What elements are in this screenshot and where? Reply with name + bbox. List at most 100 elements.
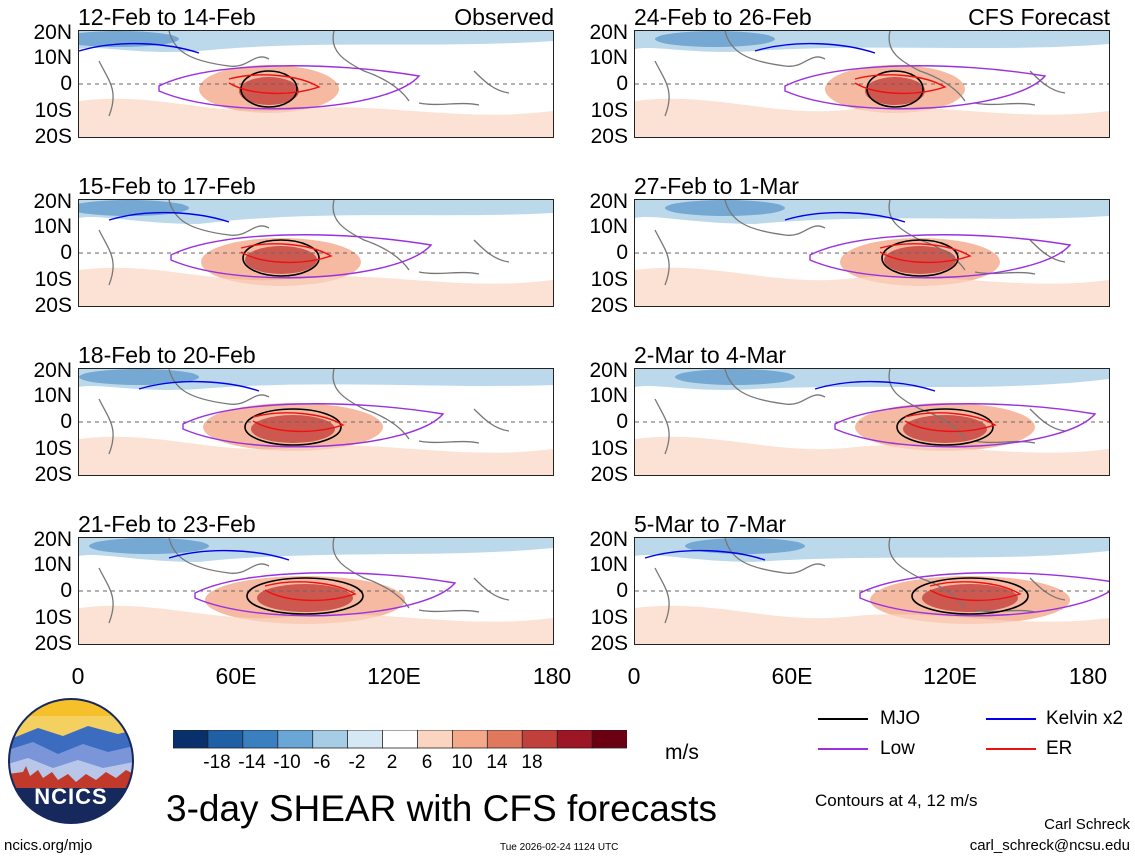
- legend-swatch: [986, 718, 1036, 720]
- kelvin-contour: [138, 380, 260, 392]
- lat-label: 0: [616, 241, 628, 264]
- low-frequency-contour: [859, 572, 1109, 617]
- map-panel: [634, 30, 1110, 138]
- legend-swatch: [986, 748, 1036, 750]
- figure-title: 3-day SHEAR with CFS forecasts: [166, 788, 718, 829]
- lat-label: 20N: [589, 190, 628, 213]
- shear-blue-core: [79, 369, 199, 385]
- colorbar-tick: -14: [238, 752, 266, 773]
- lat-label: 10N: [589, 553, 628, 576]
- colorbar-swatch: [521, 730, 559, 749]
- colorbar-tick: -2: [348, 752, 366, 773]
- shear-red-core: [239, 77, 299, 105]
- shear-light-red-band: [79, 436, 553, 475]
- shear-blue-core: [655, 31, 775, 47]
- low-frequency-contour: [194, 572, 457, 617]
- colorbar-tick: -6: [313, 752, 331, 773]
- colorbar-units: m/s: [665, 741, 699, 764]
- lon-label: 60E: [215, 663, 257, 689]
- colorbar-swatches: [173, 730, 627, 749]
- map-canvas: [79, 538, 553, 644]
- shear-light-red-band: [79, 605, 553, 644]
- lat-label: 10N: [589, 215, 628, 238]
- lat-label: 20S: [590, 632, 628, 655]
- coastline: [654, 538, 1066, 624]
- colorbar-swatch: [382, 730, 419, 749]
- lon-label: 120E: [923, 663, 977, 689]
- lat-label: 0: [616, 579, 628, 602]
- lat-label: 20S: [590, 294, 628, 317]
- kelvin-contour: [108, 211, 230, 223]
- map-canvas: [635, 31, 1109, 137]
- panel-tag: Observed: [454, 4, 554, 30]
- map-panel: [78, 537, 554, 645]
- lat-label: 20N: [589, 359, 628, 382]
- panel-title: 15-Feb to 17-Feb: [78, 173, 256, 199]
- lat-label: 10N: [33, 384, 72, 407]
- kelvin-contour: [168, 549, 290, 561]
- shear-blue-region: [79, 200, 553, 224]
- low-frequency-contour: [158, 65, 421, 110]
- lat-label: 10N: [33, 46, 72, 69]
- shear-blue-core: [79, 31, 179, 47]
- colorbar-swatch: [486, 730, 524, 749]
- legend-label: MJO: [880, 708, 921, 729]
- lat-label: 10S: [34, 606, 72, 629]
- low-frequency-contour: [784, 65, 1047, 110]
- lat-label: 20N: [33, 528, 72, 551]
- map-panel: [78, 30, 554, 138]
- lat-label: 10S: [34, 437, 72, 460]
- shear-red-core: [884, 246, 956, 274]
- lon-label: 0: [71, 663, 85, 689]
- kelvin-contour: [644, 549, 766, 561]
- coastline: [98, 369, 510, 455]
- lat-label: 20N: [33, 359, 72, 382]
- map-canvas: [79, 200, 553, 306]
- kelvin-contour: [784, 211, 906, 223]
- lat-label: 20N: [33, 21, 72, 44]
- colorbar-tick: -10: [273, 752, 301, 773]
- panel-title: 27-Feb to 1-Mar: [634, 173, 799, 199]
- map-panel: [78, 368, 554, 476]
- panel-title: 2-Mar to 4-Mar: [634, 342, 787, 368]
- author-email[interactable]: carl_schreck@ncsu.edu: [969, 837, 1130, 854]
- lat-label: 10S: [34, 99, 72, 122]
- colorbar-swatch: [591, 730, 627, 749]
- colorbar-swatch: [451, 730, 489, 749]
- lat-label: 0: [60, 241, 72, 264]
- lat-label: 20S: [34, 125, 72, 148]
- colorbar-tick: 10: [451, 752, 473, 773]
- contours-note: Contours at 4, 12 m/s: [815, 791, 978, 810]
- lat-label: 20S: [590, 125, 628, 148]
- map-canvas: [635, 200, 1109, 306]
- er-contour: [252, 412, 345, 433]
- colorbar-tick: 18: [521, 752, 543, 773]
- legend-swatch: [818, 718, 868, 720]
- legend-label: Low: [880, 738, 915, 759]
- legend-swatch: [818, 748, 868, 750]
- map-canvas: [79, 31, 553, 137]
- mjo-contour: [911, 577, 1029, 615]
- er-contour: [854, 74, 947, 95]
- lon-label: 180: [1068, 663, 1108, 689]
- map-panel: [634, 537, 1110, 645]
- lat-label: 20S: [34, 632, 72, 655]
- site-link[interactable]: ncics.org/mjo: [4, 837, 93, 854]
- mjo-contour: [244, 408, 342, 446]
- lat-label: 20S: [34, 463, 72, 486]
- map-panel: [634, 199, 1110, 307]
- shear-red-core: [903, 415, 987, 443]
- lat-label: 0: [60, 579, 72, 602]
- mjo-contour: [242, 239, 320, 277]
- legend-label: ER: [1046, 738, 1073, 759]
- colorbar-tick: 14: [486, 752, 508, 773]
- lat-label: 10S: [590, 606, 628, 629]
- coastline: [654, 369, 1066, 455]
- er-contour: [228, 74, 321, 95]
- low-frequency-contour: [834, 403, 1097, 448]
- colorbar-tick: 6: [421, 752, 433, 773]
- shear-light-red-band: [635, 605, 1109, 644]
- panel-title: 12-Feb to 14-Feb: [78, 4, 256, 30]
- lat-label: 10S: [590, 268, 628, 291]
- shear-blue-core: [685, 538, 805, 554]
